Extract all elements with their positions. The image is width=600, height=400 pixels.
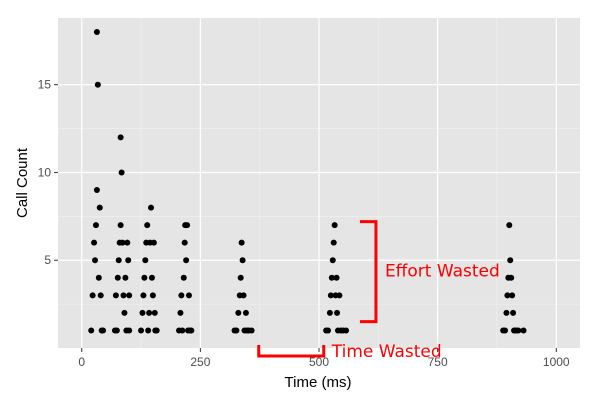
data-point bbox=[237, 274, 244, 281]
data-point bbox=[89, 292, 96, 299]
data-point bbox=[180, 274, 187, 281]
data-point bbox=[93, 29, 100, 36]
data-point bbox=[92, 257, 99, 264]
x-tick-label: 500 bbox=[309, 355, 329, 369]
data-point bbox=[239, 257, 246, 264]
data-point bbox=[96, 204, 103, 211]
data-point bbox=[333, 274, 340, 281]
data-point bbox=[330, 239, 337, 246]
data-point bbox=[100, 327, 107, 334]
data-point bbox=[183, 257, 190, 264]
x-axis-ticks: 0 250 500 750 1000 bbox=[78, 348, 570, 369]
data-point bbox=[91, 239, 98, 246]
data-point bbox=[248, 327, 255, 334]
data-point bbox=[328, 274, 335, 281]
x-tick-label: 250 bbox=[190, 355, 210, 369]
effort-wasted-label: Effort Wasted bbox=[385, 262, 500, 282]
x-axis-title: Time (ms) bbox=[285, 374, 352, 391]
data-point bbox=[233, 327, 240, 334]
data-point bbox=[504, 292, 511, 299]
data-point bbox=[188, 327, 195, 334]
data-point bbox=[114, 274, 121, 281]
effort-wasted-bracket bbox=[359, 220, 378, 324]
data-point bbox=[326, 309, 333, 316]
data-point bbox=[119, 239, 126, 246]
data-point bbox=[343, 327, 350, 334]
data-point bbox=[506, 222, 513, 229]
data-point bbox=[94, 81, 101, 88]
data-point bbox=[235, 309, 242, 316]
data-point bbox=[181, 239, 188, 246]
data-point bbox=[148, 204, 155, 211]
data-point bbox=[242, 309, 249, 316]
data-point bbox=[144, 222, 151, 229]
data-point bbox=[151, 309, 158, 316]
data-point bbox=[97, 292, 104, 299]
data-point bbox=[240, 292, 247, 299]
data-point bbox=[140, 292, 147, 299]
time-wasted-bracket bbox=[257, 345, 326, 358]
data-point bbox=[327, 292, 334, 299]
data-point bbox=[115, 257, 122, 264]
data-point bbox=[508, 274, 515, 281]
y-axis-ticks: 5 10 15 bbox=[38, 78, 58, 267]
data-point bbox=[142, 257, 149, 264]
data-point bbox=[139, 309, 146, 316]
y-tick-label: 10 bbox=[38, 165, 52, 179]
data-point bbox=[117, 134, 124, 141]
data-point bbox=[124, 239, 131, 246]
x-tick-label: 750 bbox=[428, 355, 448, 369]
data-points bbox=[88, 29, 527, 334]
x-tick-label: 1000 bbox=[543, 355, 570, 369]
data-point bbox=[185, 292, 192, 299]
data-point bbox=[146, 309, 153, 316]
data-point bbox=[121, 309, 128, 316]
data-point bbox=[336, 292, 343, 299]
time-wasted-label: Time Wasted bbox=[331, 342, 442, 362]
data-point bbox=[184, 222, 191, 229]
data-point bbox=[509, 292, 516, 299]
data-point bbox=[122, 274, 129, 281]
data-point bbox=[120, 292, 127, 299]
data-point bbox=[325, 327, 332, 334]
data-point bbox=[92, 222, 99, 229]
data-point bbox=[118, 169, 125, 176]
data-point bbox=[125, 257, 132, 264]
data-point bbox=[515, 327, 522, 334]
data-point bbox=[148, 274, 155, 281]
x-tick-label: 0 bbox=[78, 355, 85, 369]
data-point bbox=[112, 292, 119, 299]
y-tick-label: 5 bbox=[44, 253, 51, 267]
data-point bbox=[238, 239, 245, 246]
data-point bbox=[88, 327, 95, 334]
y-tick-label: 15 bbox=[38, 78, 52, 92]
data-point bbox=[177, 309, 184, 316]
data-point bbox=[520, 327, 527, 334]
data-point bbox=[510, 309, 517, 316]
data-point bbox=[145, 327, 152, 334]
data-point bbox=[502, 327, 509, 334]
data-point bbox=[93, 187, 100, 194]
data-point bbox=[149, 292, 156, 299]
annotations: Effort Wasted Time Wasted bbox=[257, 220, 500, 362]
data-point bbox=[179, 327, 186, 334]
data-point bbox=[503, 309, 510, 316]
data-point bbox=[126, 292, 133, 299]
data-point bbox=[334, 309, 341, 316]
data-point bbox=[141, 274, 148, 281]
data-point bbox=[95, 274, 102, 281]
data-point bbox=[138, 327, 145, 334]
data-point bbox=[178, 292, 185, 299]
data-point bbox=[331, 222, 338, 229]
data-point bbox=[117, 222, 124, 229]
y-axis-title: Call Count bbox=[14, 147, 31, 218]
data-point bbox=[329, 257, 336, 264]
data-point bbox=[153, 327, 160, 334]
data-point bbox=[150, 239, 157, 246]
data-point bbox=[113, 327, 120, 334]
data-point bbox=[126, 327, 133, 334]
data-point bbox=[507, 257, 514, 264]
